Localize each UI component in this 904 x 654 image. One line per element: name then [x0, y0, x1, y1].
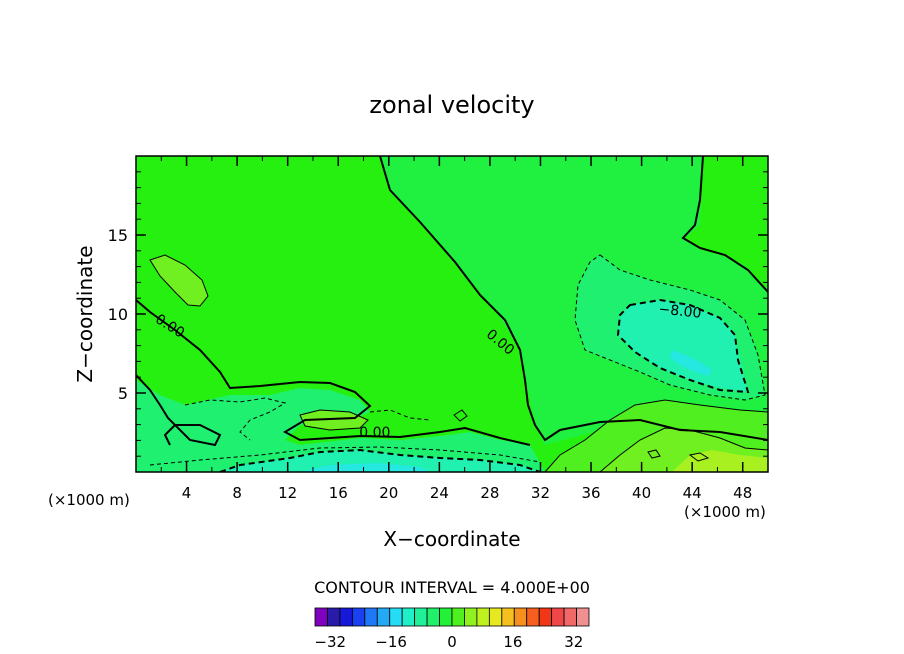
contour-neg4-left-wisps	[184, 397, 431, 441]
colorbar-tick-label: −32	[314, 633, 346, 651]
colorbar-swatch	[314, 607, 328, 627]
colorbar-swatch	[563, 607, 577, 627]
colorbar-tick-labels: −32 −16 0 16 32	[314, 633, 583, 651]
y-tick-label: 10	[108, 305, 128, 324]
y-axis-label: Z−coordinate	[73, 245, 97, 382]
colorbar	[314, 607, 590, 627]
field-region-neg-weak-left	[136, 380, 545, 472]
contour-small-loop-1	[453, 409, 468, 422]
contour-zero-bottom-left	[136, 374, 222, 447]
x-tick-label: 44	[683, 484, 702, 502]
colorbar-tick-label: 32	[564, 633, 583, 651]
field-region-neg-strong-right	[670, 350, 712, 376]
contour-label: −8.00	[658, 301, 702, 321]
field-region-neg-moderate-right	[618, 300, 748, 392]
chart-title: zonal velocity	[369, 91, 534, 119]
colorbar-swatch	[339, 607, 353, 627]
contour-lines	[136, 156, 768, 472]
colorbar-swatch	[538, 607, 553, 627]
colorbar-swatch	[526, 607, 540, 627]
x-tick-label: 12	[278, 484, 297, 502]
colorbar-swatch	[439, 607, 453, 627]
contour-small-loop-3	[647, 449, 661, 459]
contour-zero-right-top	[681, 156, 768, 293]
colorbar-swatch	[464, 607, 478, 627]
colorbar-tick-label: 16	[503, 633, 522, 651]
field-region-neg-strong-bottom	[300, 463, 430, 472]
x-tick-label: 32	[531, 484, 550, 502]
x-unit-label-left: (×1000 m)	[48, 491, 130, 509]
contour-interval-text: CONTOUR INTERVAL = 4.000E+00	[314, 578, 590, 597]
contour-pos4-right	[544, 399, 768, 472]
colorbar-swatch	[389, 607, 403, 627]
y-tick-label: 5	[118, 384, 128, 403]
x-tick-label: 48	[733, 484, 752, 502]
x-tick-label: 16	[329, 484, 348, 502]
x-tick-label: 20	[379, 484, 398, 502]
contour-zero-diagonal	[379, 156, 768, 442]
colorbar-swatch	[551, 607, 565, 627]
x-tick-label: 36	[581, 484, 600, 502]
colorbar-tick-label: 0	[447, 633, 457, 651]
x-tick-label: 40	[632, 484, 651, 502]
colorbar-swatch	[513, 607, 528, 627]
colorbar-swatch	[414, 607, 428, 627]
colorbar-swatch	[364, 607, 378, 627]
colorbar-swatch	[451, 607, 465, 627]
contour-small-loop-2	[688, 452, 710, 462]
field-region-pos-weak-left-blob	[150, 255, 208, 306]
colorbar-swatch	[476, 607, 490, 627]
x-unit-label-right: (×1000 m)	[684, 503, 766, 521]
x-tick-label: 28	[480, 484, 499, 502]
y-tick-label: 15	[108, 226, 128, 245]
field-region-pos-weak-center-blob	[300, 410, 368, 430]
y-axis: 5 10 15	[108, 171, 768, 457]
colorbar-swatch	[501, 607, 515, 627]
colorbar-tick-label: −16	[375, 633, 407, 651]
x-axis: 4 8 12 16 20 24 28 32 36 40 44 48	[160, 156, 752, 502]
colorbar-swatch	[576, 607, 590, 627]
colorbar-swatch	[327, 607, 341, 627]
field-region-pos-strong-right	[672, 450, 768, 472]
contour-pos4-left-blob	[149, 254, 209, 307]
contour-label: 0.00	[359, 425, 390, 441]
x-tick-label: 24	[430, 484, 449, 502]
contour-pos4-center-blob	[299, 409, 369, 431]
x-axis-label: X−coordinate	[383, 527, 520, 551]
colorbar-swatch	[488, 607, 503, 627]
colorbar-swatch	[376, 607, 391, 627]
contour-neg8-bottom	[219, 448, 541, 472]
field-region-neg-moderate-bottom	[220, 450, 540, 472]
colorbar-swatch	[401, 607, 416, 627]
contour-zero-left	[136, 299, 531, 446]
contour-pos8-right	[599, 427, 768, 472]
colorbar-swatch	[426, 607, 440, 627]
x-tick-label: 4	[182, 484, 192, 502]
x-tick-label: 8	[232, 484, 242, 502]
colorbar-swatch	[351, 607, 366, 627]
